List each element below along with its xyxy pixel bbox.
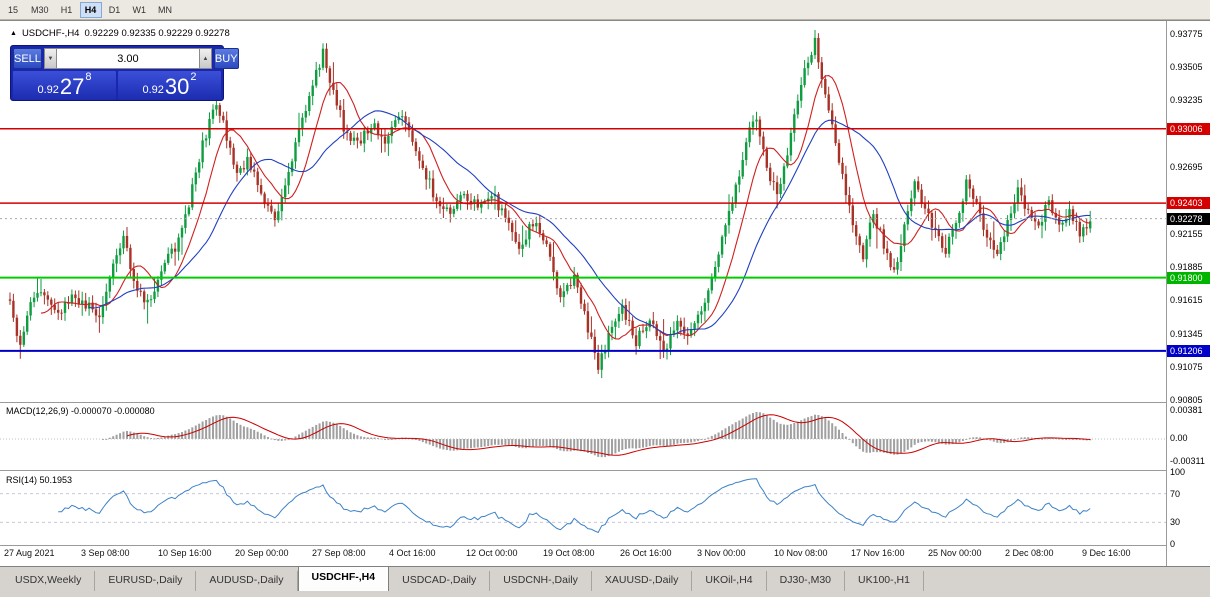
chart-tab-bar: USDX,Weekly EURUSD-,Daily AUDUSD-,Daily USD… — [0, 566, 1210, 597]
chart-canvas[interactable] — [0, 21, 1167, 566]
rsi-indicator-label: RSI(14) 50.1953 — [6, 475, 73, 485]
price-axis-label: 0.93235 — [1170, 95, 1203, 106]
buy-price-base: 0.92 — [142, 84, 164, 96]
direction-up-icon: ▲ — [10, 30, 17, 37]
timeframe-toolbar: 15 M30 H1 H4 D1 W1 MN — [0, 0, 1210, 20]
time-axis-label: 25 Nov 00:00 — [928, 548, 982, 558]
timeframe-button-w1[interactable]: W1 — [128, 2, 152, 18]
timeframe-button-m30[interactable]: M30 — [26, 2, 54, 18]
time-axis-label: 2 Dec 08:00 — [1005, 548, 1054, 558]
price-axis-label: 0.90805 — [1170, 395, 1203, 406]
price-axis-label: 0.92695 — [1170, 162, 1203, 173]
buy-button[interactable]: BUY — [213, 48, 239, 69]
price-tag-0.92278[interactable]: 0.92278 — [1167, 213, 1210, 225]
volume-increase-button[interactable]: ▲ — [198, 48, 212, 69]
macd-histogram — [101, 412, 1092, 458]
chart-tabs: USDX,Weekly EURUSD-,Daily AUDUSD-,Daily USD… — [0, 566, 1210, 591]
price-axis-label: 0.93775 — [1170, 28, 1203, 39]
rsi-axis-label: 30 — [1170, 517, 1181, 528]
rsi-line — [58, 478, 1091, 534]
one-click-trading-panel: SELL ▼ ▲ BUY 0.92 27 8 0.92 30 2 — [10, 45, 239, 101]
buy-price-point: 2 — [190, 71, 197, 83]
chart-tab-eurusd-daily[interactable]: EURUSD-,Daily — [95, 571, 197, 591]
sell-button[interactable]: SELL — [13, 48, 42, 69]
rsi-axis-label: 100 — [1170, 467, 1186, 477]
chart-tab-uk100-h1[interactable]: UK100-,H1 — [845, 571, 924, 591]
chart-tab-ukoil-h4[interactable]: UKOil-,H4 — [692, 571, 767, 591]
time-axis-label: 4 Oct 16:00 — [389, 548, 436, 558]
time-axis-label: 10 Sep 16:00 — [158, 548, 212, 558]
chart-symbol-label: USDCHF-,H4 — [21, 28, 80, 39]
price-axis: 0.93775 0.93505 0.93235 0.92695 0.92155 0.918… — [1167, 21, 1210, 566]
ma-fast-line — [40, 75, 1091, 340]
sell-price-point: 8 — [85, 71, 92, 83]
timeframe-button-d1[interactable]: D1 — [104, 2, 126, 18]
chart-tab-usdcad-daily[interactable]: USDCAD-,Daily — [389, 571, 491, 591]
price-tag-0.92403[interactable]: 0.92403 — [1167, 197, 1210, 209]
chart-ohlc-values: 0.92229 0.92335 0.92229 0.92278 — [84, 28, 230, 39]
price-axis-label: 0.91075 — [1170, 362, 1203, 373]
time-axis: 27 Aug 2021 3 Sep 08:00 10 Sep 16:00 20 Sep… — [0, 548, 1167, 563]
panel-separator[interactable] — [0, 402, 1210, 403]
timeframe-button-h4[interactable]: H4 — [79, 1, 102, 18]
price-tag-0.93006[interactable]: 0.93006 — [1167, 123, 1210, 135]
time-axis-label: 12 Oct 00:00 — [466, 548, 518, 558]
buy-price-display[interactable]: 0.92 30 2 — [118, 71, 221, 100]
time-axis-label: 9 Dec 16:00 — [1082, 548, 1131, 558]
price-axis-label: 0.91345 — [1170, 328, 1203, 339]
price-tag-0.91206[interactable]: 0.91206 — [1167, 345, 1210, 357]
price-axis-label: 0.93505 — [1170, 62, 1203, 73]
time-axis-label: 3 Nov 00:00 — [697, 548, 746, 558]
timeframe-button-mn[interactable]: MN — [153, 2, 177, 18]
chart-tab-usdx-weekly[interactable]: USDX,Weekly — [2, 571, 96, 591]
rsi-axis-label: 70 — [1170, 488, 1181, 499]
ma-slow-line — [89, 110, 1091, 336]
volume-control: ▼ ▲ — [43, 48, 212, 69]
sell-price-pips: 27 — [59, 74, 85, 99]
panel-separator[interactable] — [0, 470, 1210, 471]
panel-separator — [0, 545, 1210, 546]
macd-axis-label: -0.00311 — [1170, 456, 1205, 466]
time-axis-label: 26 Oct 16:00 — [620, 548, 672, 558]
chart-tab-xauusd-daily[interactable]: XAUUSD-,Daily — [592, 571, 693, 591]
chart-title: ▲ USDCHF-,H4 0.92229 0.92335 0.92229 0.9… — [10, 28, 230, 39]
price-axis-label: 0.91615 — [1170, 295, 1203, 306]
volume-decrease-button[interactable]: ▼ — [43, 48, 57, 69]
macd-axis-label: 0.00381 — [1170, 405, 1203, 415]
price-axis-label: 0.92155 — [1170, 228, 1203, 239]
price-tag-0.91800[interactable]: 0.91800 — [1167, 272, 1210, 284]
timeframe-button-h1[interactable]: H1 — [56, 2, 78, 18]
macd-signal-line — [126, 414, 1091, 456]
time-axis-label: 20 Sep 00:00 — [235, 548, 289, 558]
sell-price-display[interactable]: 0.92 27 8 — [13, 71, 116, 100]
chart-window[interactable]: ▲ USDCHF-,H4 0.92229 0.92335 0.92229 0.9… — [0, 20, 1210, 566]
candlesticks — [8, 30, 1092, 379]
chart-tab-dj30-m30[interactable]: DJ30-,M30 — [767, 571, 846, 591]
time-axis-label: 27 Aug 2021 — [4, 548, 55, 558]
timeframe-button-15[interactable]: 15 — [2, 2, 24, 18]
chart-tab-audusd-daily[interactable]: AUDUSD-,Daily — [196, 571, 298, 591]
rsi-axis-label: 0 — [1170, 539, 1176, 549]
buy-price-pips: 30 — [164, 74, 190, 99]
sell-price-base: 0.92 — [37, 84, 59, 96]
macd-axis-label: 0.00 — [1170, 433, 1188, 443]
price-axis-divider — [1166, 21, 1167, 566]
macd-indicator-label: MACD(12,26,9) -0.000070 -0.000080 — [6, 406, 155, 416]
chart-tab-usdcnh-daily[interactable]: USDCNH-,Daily — [490, 571, 592, 591]
time-axis-label: 27 Sep 08:00 — [312, 548, 366, 558]
chart-tab-usdchf-h4[interactable]: USDCHF-,H4 — [297, 566, 390, 591]
time-axis-label: 17 Nov 16:00 — [851, 548, 905, 558]
price-axis-label: 0.91885 — [1170, 262, 1203, 273]
time-axis-label: 10 Nov 08:00 — [774, 548, 828, 558]
time-axis-label: 3 Sep 08:00 — [81, 548, 130, 558]
volume-input[interactable] — [56, 48, 199, 69]
time-axis-label: 19 Oct 08:00 — [543, 548, 595, 558]
